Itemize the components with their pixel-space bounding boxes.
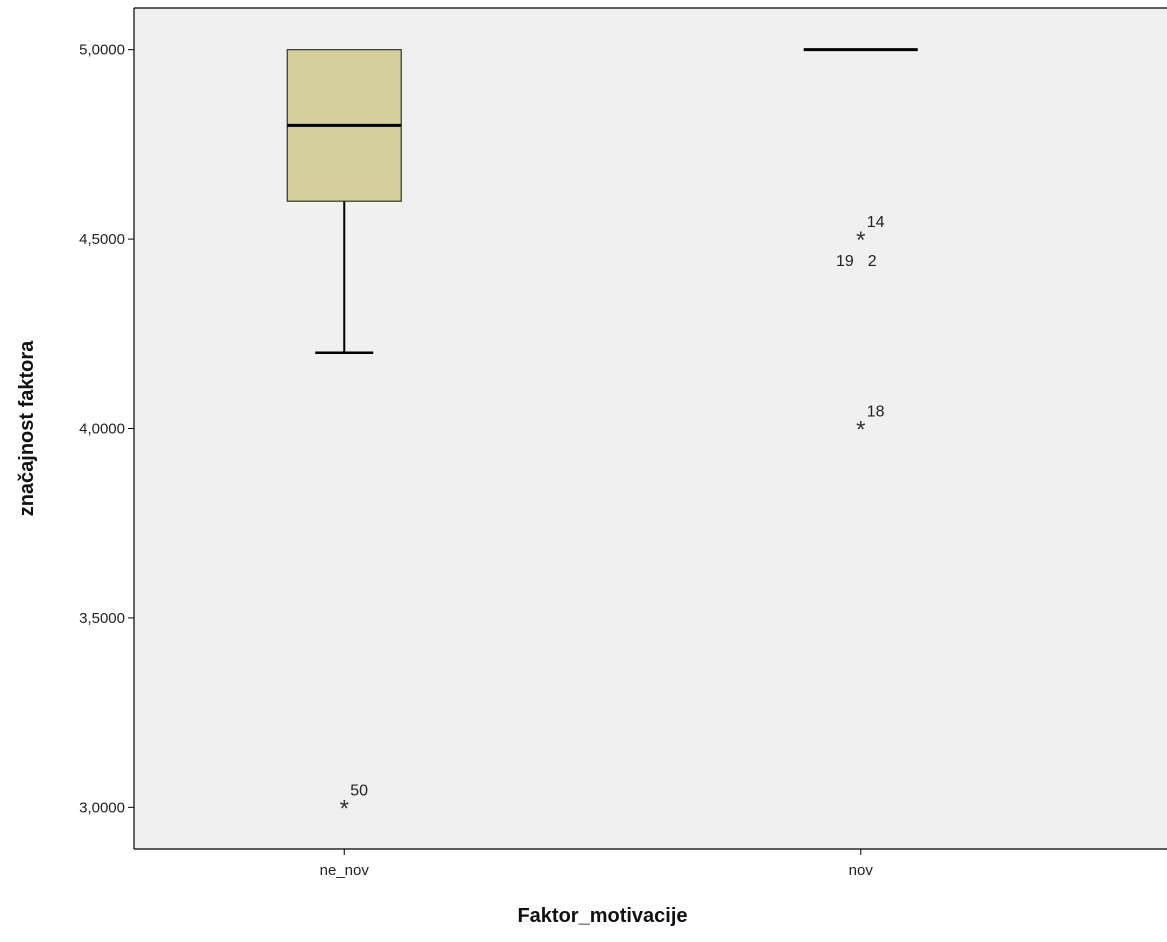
outlier-marker: * xyxy=(340,795,349,822)
outlier-nov-14-label: 14 xyxy=(867,214,885,231)
box-ne_nov xyxy=(286,49,402,354)
y-axis: 3,0000 3,5000 4,0000 4,5000 5,0000 xyxy=(79,7,1167,849)
boxes-layer xyxy=(286,48,918,354)
y-tick-label: 4,5000 xyxy=(79,231,125,248)
y-tick-label: 4,0000 xyxy=(79,421,125,438)
outlier-nov-18-label: 18 xyxy=(867,404,885,421)
x-axis-title: Faktor_motivacije xyxy=(517,905,687,927)
y-tick-label: 3,5000 xyxy=(79,610,125,627)
x-tick-label: nov xyxy=(849,862,874,879)
x-axis: ne_nov nov xyxy=(134,848,1167,879)
outlier-nov-19-label: 19 xyxy=(836,253,854,270)
y-tick-label: 5,0000 xyxy=(79,42,125,59)
outlier-ne_nov-50-label: 50 xyxy=(350,782,368,799)
outlier-marker: * xyxy=(856,227,865,254)
outlier-nov-2-label: 2 xyxy=(868,253,877,270)
x-tick-label: ne_nov xyxy=(320,862,370,879)
y-axis-title: značajnost faktora xyxy=(16,340,38,516)
y-tick-label: 3,0000 xyxy=(79,799,125,816)
outlier-marker: * xyxy=(856,417,865,444)
